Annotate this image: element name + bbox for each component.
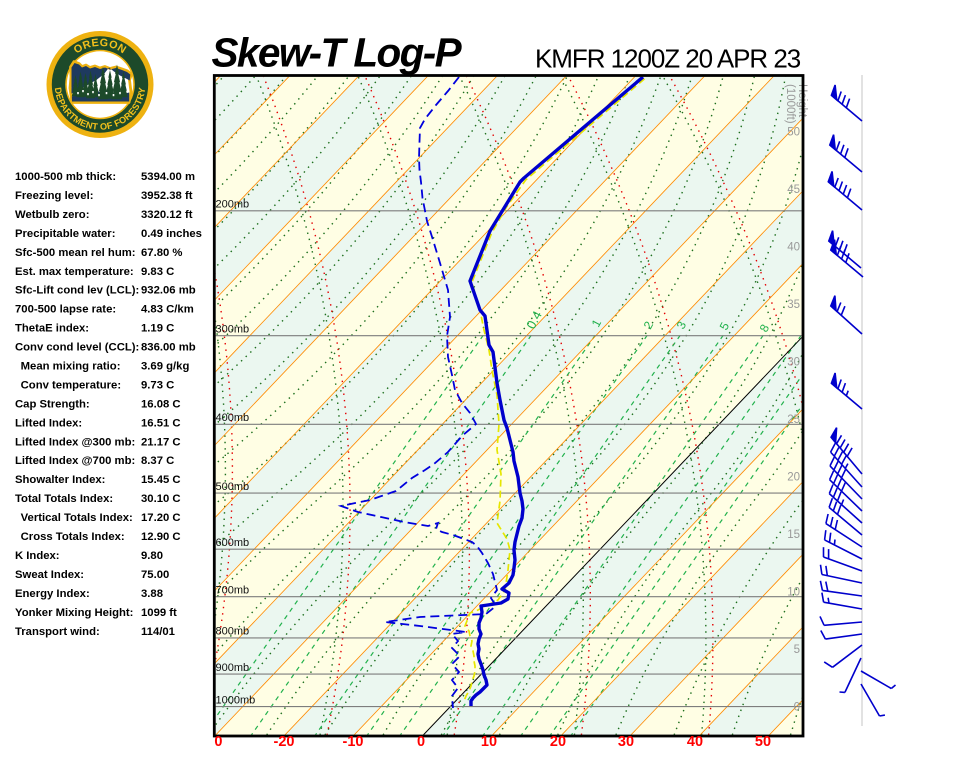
svg-text:Showalter Index:: Showalter Index: — [15, 474, 105, 486]
svg-text:600mb: 600mb — [216, 537, 250, 549]
svg-text:9.83 C: 9.83 C — [141, 266, 174, 278]
svg-text:Mean mixing ratio:: Mean mixing ratio: — [15, 361, 120, 373]
svg-text:-10: -10 — [343, 734, 364, 750]
svg-text:15.45 C: 15.45 C — [141, 474, 181, 486]
svg-text:Vertical Totals Index:: Vertical Totals Index: — [15, 512, 133, 524]
svg-text:Transport wind:: Transport wind: — [15, 626, 100, 638]
svg-text:16.08 C: 16.08 C — [141, 398, 181, 410]
svg-text:0.49 inches: 0.49 inches — [141, 228, 202, 240]
svg-text:1000mb: 1000mb — [216, 694, 256, 706]
svg-text:0: 0 — [417, 734, 425, 750]
svg-text:Skew-T Log-P: Skew-T Log-P — [212, 30, 463, 76]
svg-text:0.4: 0.4 — [523, 308, 545, 331]
svg-text:1.19 C: 1.19 C — [141, 323, 174, 335]
svg-text:4.83 C/km: 4.83 C/km — [141, 304, 194, 316]
svg-text:5394.00 m: 5394.00 m — [141, 171, 195, 183]
svg-text:10: 10 — [787, 587, 800, 599]
svg-text:12.90 C: 12.90 C — [141, 531, 181, 543]
svg-text:9.80: 9.80 — [141, 550, 163, 562]
svg-text:8.37 C: 8.37 C — [141, 455, 174, 467]
svg-text:836.00 mb: 836.00 mb — [141, 342, 196, 354]
svg-text:3.69 g/kg: 3.69 g/kg — [141, 361, 189, 373]
svg-text:Energy Index:: Energy Index: — [15, 588, 90, 600]
svg-text:15: 15 — [787, 529, 800, 541]
svg-text:200mb: 200mb — [216, 199, 250, 211]
svg-text:ThetaE index:: ThetaE index: — [15, 323, 89, 335]
svg-text:800mb: 800mb — [216, 626, 250, 638]
svg-text:45: 45 — [787, 184, 800, 196]
svg-text:0: 0 — [794, 702, 800, 714]
svg-text:Lifted Index @700 mb:: Lifted Index @700 mb: — [15, 455, 135, 467]
svg-text:OREGON: OREGON — [72, 37, 129, 57]
svg-text:114/01: 114/01 — [141, 626, 175, 638]
svg-text:700mb: 700mb — [216, 585, 250, 597]
svg-text:Sfc-Lift cond lev (LCL):: Sfc-Lift cond lev (LCL): — [15, 285, 139, 297]
svg-text:500mb: 500mb — [216, 481, 250, 493]
svg-text:10: 10 — [481, 734, 497, 750]
svg-text:Cross Totals Index:: Cross Totals Index: — [15, 531, 125, 543]
svg-text:20: 20 — [550, 734, 566, 750]
svg-text:Sfc-500 mean rel hum:: Sfc-500 mean rel hum: — [15, 247, 136, 259]
svg-text:Total Totals Index:: Total Totals Index: — [15, 493, 113, 505]
svg-text:Precipitable water:: Precipitable water: — [15, 228, 115, 240]
svg-text:17.20 C: 17.20 C — [141, 512, 181, 524]
svg-text:Yonker Mixing Height:: Yonker Mixing Height: — [15, 607, 133, 619]
svg-text:Lifted Index @300 mb:: Lifted Index @300 mb: — [15, 436, 135, 448]
svg-text:1000-500 mb thick:: 1000-500 mb thick: — [15, 171, 116, 183]
svg-text:Lifted Index:: Lifted Index: — [15, 417, 82, 429]
svg-text:30: 30 — [618, 734, 634, 750]
svg-text:50: 50 — [787, 127, 800, 139]
svg-text:Conv temperature:: Conv temperature: — [15, 379, 121, 391]
svg-text:16.51 C: 16.51 C — [141, 417, 181, 429]
svg-text:700-500 lapse rate:: 700-500 lapse rate: — [15, 304, 116, 316]
svg-text:Conv cond level (CCL):: Conv cond level (CCL): — [15, 342, 139, 354]
svg-text:20: 20 — [787, 472, 800, 484]
svg-text:K Index:: K Index: — [15, 550, 60, 562]
svg-text:Freezing level:: Freezing level: — [15, 190, 93, 202]
svg-text:30.10 C: 30.10 C — [141, 493, 181, 505]
svg-text:Wetbulb zero:: Wetbulb zero: — [15, 209, 89, 221]
svg-text:400mb: 400mb — [216, 412, 250, 424]
svg-text:300mb: 300mb — [216, 324, 250, 336]
svg-text:-30: -30 — [202, 734, 223, 750]
svg-text:25: 25 — [787, 414, 800, 426]
svg-text:3.88: 3.88 — [141, 588, 163, 600]
svg-text:75.00: 75.00 — [141, 569, 169, 581]
svg-text:Est. max temperature:: Est. max temperature: — [15, 266, 134, 278]
svg-text:932.06 mb: 932.06 mb — [141, 285, 196, 297]
svg-text:40: 40 — [687, 734, 703, 750]
svg-text:30: 30 — [787, 357, 800, 369]
svg-text:67.80 %: 67.80 % — [141, 247, 182, 259]
svg-text:-20: -20 — [274, 734, 295, 750]
svg-text:900mb: 900mb — [216, 662, 250, 674]
svg-text:Cap Strength:: Cap Strength: — [15, 398, 90, 410]
svg-text:50: 50 — [755, 734, 771, 750]
svg-text:Sweat Index:: Sweat Index: — [15, 569, 84, 581]
svg-text:35: 35 — [787, 299, 800, 311]
svg-text:21.17 C: 21.17 C — [141, 436, 181, 448]
svg-text:3952.38 ft: 3952.38 ft — [141, 190, 193, 202]
svg-text:40: 40 — [787, 242, 800, 254]
svg-text:3320.12 ft: 3320.12 ft — [141, 209, 193, 221]
svg-text:9.73 C: 9.73 C — [141, 379, 174, 391]
svg-text:5: 5 — [794, 644, 800, 656]
svg-text:1099 ft: 1099 ft — [141, 607, 177, 619]
svg-text:KMFR 1200Z 20 APR 23: KMFR 1200Z 20 APR 23 — [535, 44, 801, 74]
svg-text:(1000ft): (1000ft) — [784, 84, 796, 124]
